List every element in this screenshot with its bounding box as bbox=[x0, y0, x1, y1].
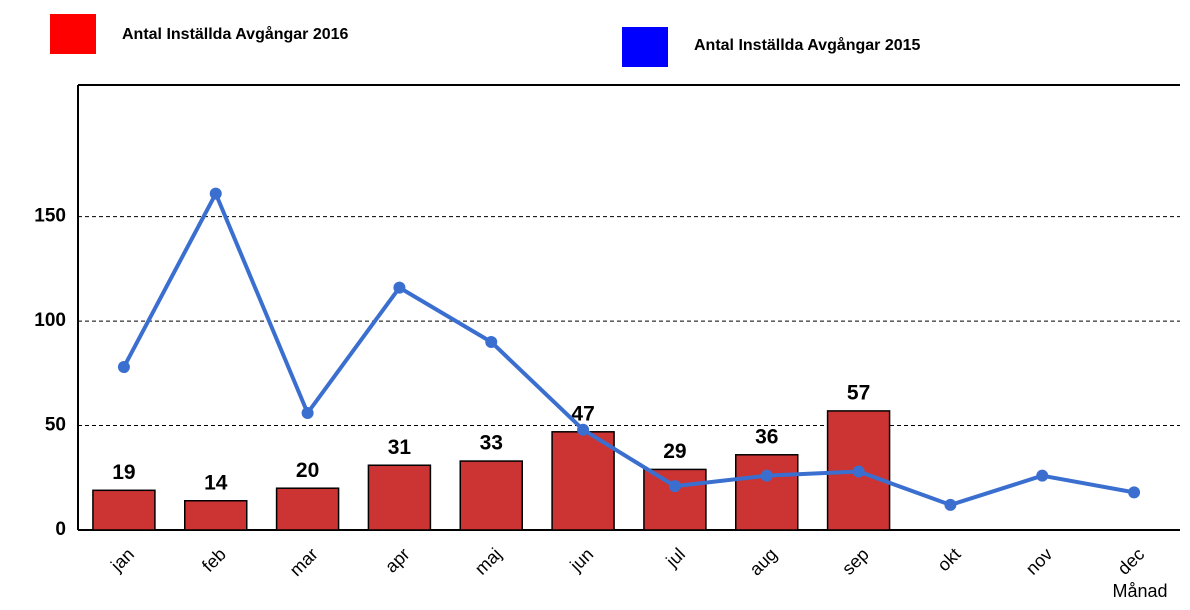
line-marker bbox=[117, 361, 130, 374]
line-marker bbox=[668, 480, 681, 493]
x-tick-label: feb bbox=[198, 544, 230, 576]
data-label: 33 bbox=[480, 432, 503, 455]
x-tick-label: okt bbox=[933, 544, 964, 575]
x-tick-label: dec bbox=[1114, 544, 1149, 579]
x-tick-label: apr bbox=[381, 544, 414, 577]
data-label: 20 bbox=[296, 459, 319, 482]
line-marker bbox=[301, 407, 314, 420]
x-tick-label: sep bbox=[838, 544, 873, 579]
bar bbox=[551, 431, 615, 531]
line-marker bbox=[944, 498, 957, 511]
legend-label: Antal Inställda Avgångar 2016 bbox=[122, 25, 349, 43]
data-label: 31 bbox=[388, 436, 412, 459]
line bbox=[122, 191, 1135, 507]
data-label: 29 bbox=[663, 440, 686, 463]
line-marker bbox=[485, 335, 498, 348]
bar bbox=[643, 468, 707, 531]
bar bbox=[184, 500, 248, 531]
data-label: 14 bbox=[204, 471, 228, 494]
data-label: 19 bbox=[112, 461, 135, 484]
data-label: 47 bbox=[571, 402, 594, 425]
bar bbox=[367, 464, 432, 531]
line-marker bbox=[760, 469, 773, 482]
x-tick-label: nov bbox=[1022, 544, 1057, 579]
x-tick-label: jun bbox=[565, 544, 597, 576]
bar bbox=[92, 489, 156, 531]
line-marker bbox=[852, 465, 865, 478]
y-tick-label: 150 bbox=[34, 206, 66, 227]
line-marker bbox=[1128, 486, 1141, 499]
bar bbox=[459, 460, 523, 531]
x-tick-label: jan bbox=[106, 544, 138, 576]
x-tick-label: mar bbox=[286, 544, 322, 580]
y-tick-label: 50 bbox=[45, 415, 66, 436]
x-tick-label: maj bbox=[471, 544, 506, 579]
data-label: 57 bbox=[847, 381, 870, 404]
line-marker bbox=[577, 423, 590, 436]
data-label: 36 bbox=[755, 425, 778, 448]
legend-swatch bbox=[622, 27, 668, 67]
legend-label: Antal Inställda Avgångar 2015 bbox=[694, 36, 921, 54]
x-axis-label: Månad bbox=[1112, 581, 1167, 601]
x-tick-label: jul bbox=[662, 544, 690, 572]
bar bbox=[275, 487, 340, 531]
bar bbox=[735, 454, 799, 531]
line-marker bbox=[1036, 469, 1049, 482]
x-tick-label: aug bbox=[746, 544, 781, 579]
line-marker bbox=[393, 281, 406, 294]
y-tick-label: 100 bbox=[34, 310, 66, 331]
line-marker bbox=[209, 187, 222, 200]
y-tick-label: 0 bbox=[55, 519, 66, 540]
legend-swatch bbox=[50, 14, 96, 54]
